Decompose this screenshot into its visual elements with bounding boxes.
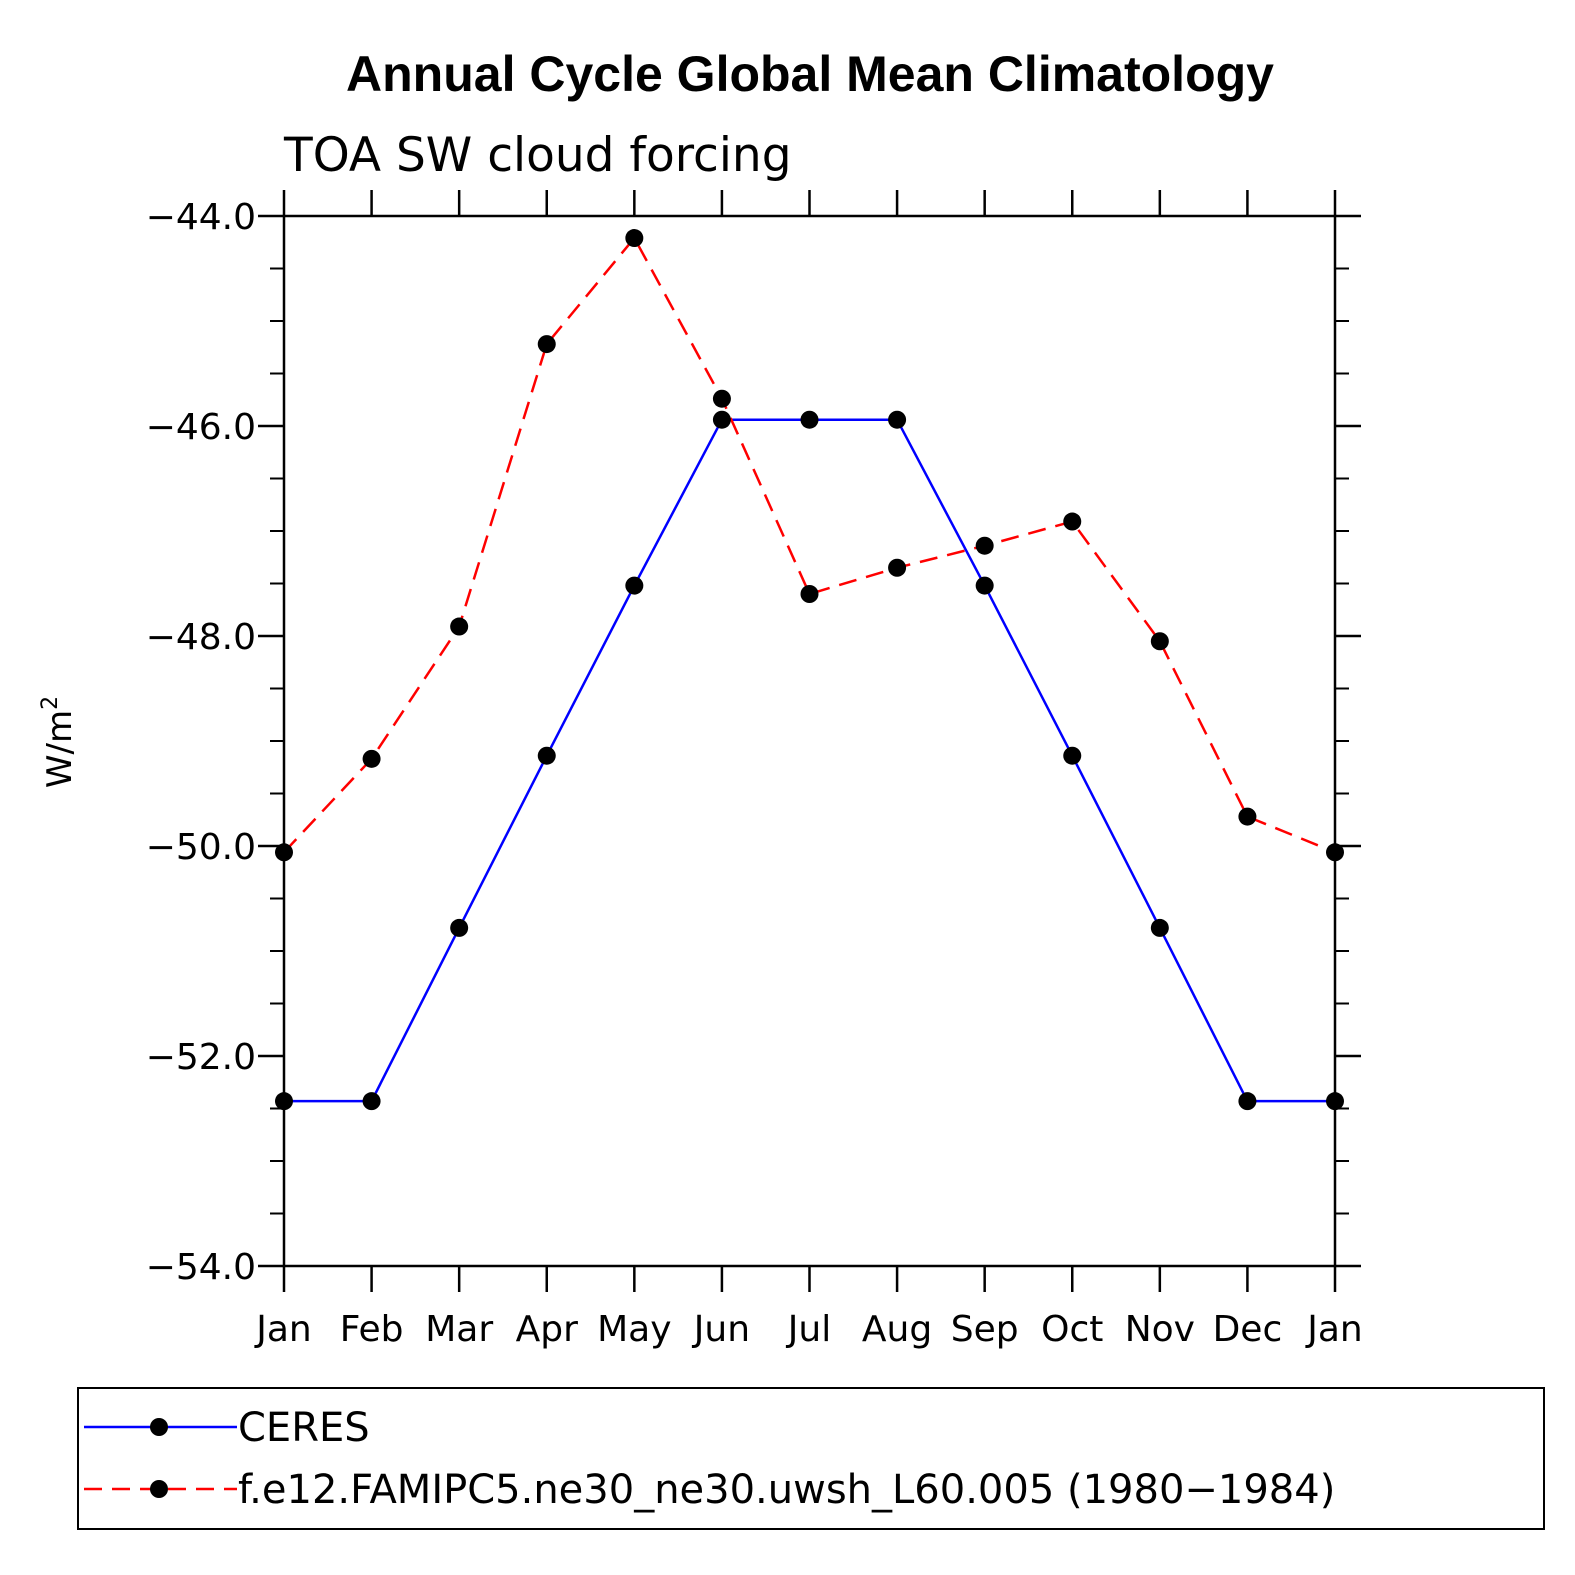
x-tick-label: Jan (254, 1309, 312, 1350)
y-tick-label: −52.0 (146, 1037, 256, 1078)
data-point-model (1063, 512, 1082, 531)
legend-marker-ceres (150, 1418, 168, 1436)
series-line-ceres (284, 418, 1335, 1103)
x-tick-label: Oct (1041, 1309, 1103, 1350)
plot-frame (282, 214, 1337, 1268)
series-line-model (283, 235, 1336, 854)
x-tick-label: May (597, 1309, 671, 1350)
data-point-ceres (712, 410, 731, 429)
chart-subtitle: TOA SW cloud forcing (283, 128, 792, 183)
legend: CERES f.e12.FAMIPC5.ne30_ne30.uwsh_L60.0… (77, 1387, 1545, 1530)
legend-label-model: f.e12.FAMIPC5.ne30_ne30.uwsh_L60.005 (19… (238, 1467, 1335, 1513)
x-tick-label: Jul (786, 1309, 831, 1350)
data-point-ceres (625, 576, 644, 595)
axis-ticks: Jan Feb Mar Apr May Jun Jul Aug Sep Oct Nov Dec Jan −… (146, 190, 1363, 1350)
data-point-model (1238, 807, 1257, 826)
data-point-model (450, 617, 469, 636)
x-tick-label: Apr (516, 1309, 578, 1350)
data-point-ceres (450, 918, 469, 937)
data-point-ceres (975, 576, 994, 595)
data-point-model (1150, 632, 1169, 651)
data-point-model (800, 585, 819, 603)
x-tick-label: Feb (340, 1309, 404, 1350)
x-tick-label: Sep (951, 1309, 1019, 1350)
chart-title: Annual Cycle Global Mean Climatology (346, 46, 1274, 102)
legend-label-ceres: CERES (238, 1405, 370, 1451)
legend-box (77, 1387, 1545, 1530)
x-tick-label: Jan (1305, 1309, 1363, 1350)
y-tick-label: −46.0 (146, 407, 256, 448)
y-tick-label: −48.0 (146, 617, 256, 658)
data-point-model (625, 229, 644, 248)
x-tick-label: Jun (692, 1309, 750, 1350)
x-tick-label: Nov (1125, 1309, 1195, 1350)
plot-area (275, 229, 1344, 1111)
data-point-ceres (537, 746, 556, 765)
y-tick-label: −44.0 (146, 197, 256, 238)
legend-marker-model (150, 1480, 168, 1498)
data-point-ceres (362, 1092, 381, 1111)
y-tick-label: −50.0 (146, 827, 256, 868)
data-point-model (975, 536, 994, 555)
x-tick-label: Dec (1213, 1309, 1283, 1350)
x-tick-label: Mar (425, 1309, 493, 1350)
data-point-ceres (1238, 1092, 1257, 1111)
x-tick-label: Aug (862, 1309, 932, 1350)
data-point-model (537, 335, 556, 354)
data-point-ceres (1150, 918, 1169, 937)
data-point-ceres (888, 410, 907, 429)
y-tick-label: −54.0 (146, 1247, 256, 1288)
data-point-model (888, 558, 907, 577)
y-axis-label-units: W/m (40, 710, 80, 788)
data-point-ceres (1063, 746, 1082, 765)
data-point-model (712, 389, 731, 408)
y-axis-label-superscript: 2 (38, 696, 63, 710)
data-point-ceres (800, 410, 819, 429)
data-point-model (362, 749, 381, 768)
y-axis-label: W/m2 (38, 696, 80, 788)
